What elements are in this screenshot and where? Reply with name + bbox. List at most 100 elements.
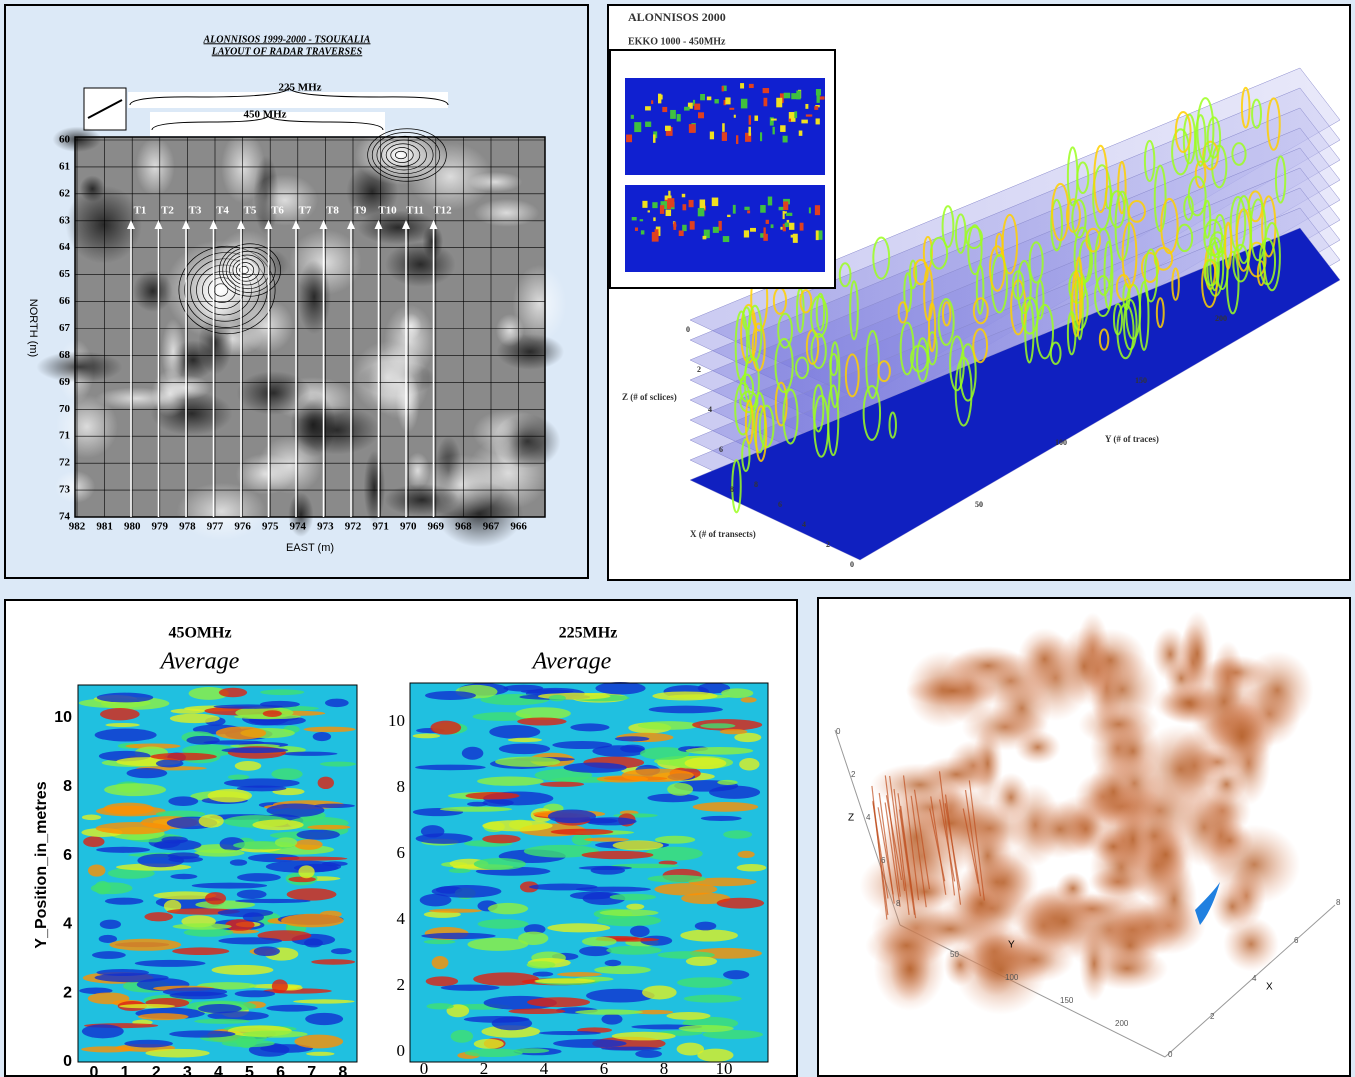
x-tick-label: 966	[510, 521, 527, 533]
volume-subtitle: EKKO 1000 - 450MHz	[628, 36, 726, 47]
heat-cell	[92, 951, 126, 959]
heat-cell	[237, 873, 281, 881]
heat-cell	[655, 836, 695, 844]
heat-cell	[304, 727, 356, 732]
z-axis-label: Z	[848, 813, 854, 824]
y-tick-label: 6	[63, 847, 72, 864]
x-tick-label: 3	[183, 1064, 192, 1077]
heat-cell	[305, 1013, 343, 1025]
x-tick-label: 4	[540, 1059, 549, 1077]
x-tick-label: 7	[307, 1064, 316, 1077]
x-tick-label: 2	[152, 1064, 161, 1077]
heat-cell	[237, 785, 287, 791]
heat-cell	[287, 888, 337, 900]
heat-cell	[529, 884, 598, 891]
render-blob	[865, 921, 947, 969]
y-tick-label: 2	[397, 975, 406, 994]
heat-cell	[83, 836, 104, 847]
heat-cell	[322, 861, 348, 866]
inset-speck	[653, 217, 655, 221]
traverse-label: T9	[354, 205, 367, 217]
render-blob	[964, 886, 999, 921]
heat-cell	[275, 857, 347, 861]
heat-cell	[91, 882, 133, 894]
y-tick-label: 64	[59, 241, 71, 253]
map-blob	[357, 210, 439, 244]
heat-cell	[601, 1014, 622, 1025]
y-axis-label: Y_Position_in_metres	[33, 781, 50, 948]
heat-cell	[156, 759, 184, 767]
inset-speck	[694, 104, 700, 110]
heat-cell	[298, 865, 314, 878]
inset-speck	[640, 219, 643, 221]
heat-cell	[734, 733, 761, 742]
heat-cell	[606, 946, 661, 955]
y-tick-label: 10	[388, 711, 405, 730]
heat-cell	[540, 782, 584, 787]
y-tick-label: 62	[59, 187, 71, 199]
heat-cell	[81, 1046, 134, 1052]
map-high	[355, 125, 445, 185]
heat-cell	[647, 794, 698, 803]
heat-cell	[582, 851, 654, 859]
inset-speck	[712, 198, 718, 207]
heat-cell	[88, 864, 105, 876]
y-tick-label: 8	[63, 778, 72, 795]
inset-speck	[771, 224, 774, 228]
heat-cell	[221, 747, 288, 753]
y-tick-label: 100	[1055, 438, 1067, 447]
inset-speck	[801, 120, 807, 124]
z-axis-label: Z (# of sclices)	[622, 392, 677, 402]
inset-speck	[760, 233, 764, 238]
inset-speck	[722, 123, 725, 132]
heat-cell	[307, 825, 350, 830]
heat-cell	[104, 783, 166, 796]
inset-speck	[631, 115, 634, 119]
heat-cell	[318, 777, 334, 789]
inset-speck	[682, 225, 686, 231]
heat-cell	[275, 837, 297, 847]
heat-cell	[652, 691, 717, 700]
heat-cell	[311, 959, 355, 965]
heat-cell	[492, 1016, 533, 1030]
tick-label: 6	[1294, 936, 1299, 945]
heat-cell	[192, 883, 267, 889]
x-tick-label: 4	[214, 1064, 223, 1077]
tick-label: 200	[1115, 1019, 1129, 1028]
map-blob	[36, 351, 122, 383]
inset-speck	[653, 134, 656, 142]
heat-cell	[199, 814, 224, 827]
inset-speck	[642, 201, 647, 208]
y-tick-label: 0	[63, 1053, 72, 1070]
heat-cell	[228, 775, 249, 780]
inset-speck	[814, 106, 818, 110]
inset-speck	[645, 122, 651, 127]
heat-cell	[105, 898, 144, 905]
inset-speck	[764, 98, 768, 106]
inset-speck	[648, 210, 650, 212]
heat-cell	[570, 723, 609, 731]
heat-cell	[144, 912, 173, 921]
x-tick-label: 971	[372, 521, 389, 533]
inset-speck	[766, 220, 769, 224]
x-axis-label: X	[1266, 982, 1273, 993]
heat-cell	[218, 937, 282, 944]
inset-speck	[740, 83, 744, 88]
tick-label: 2	[851, 770, 856, 779]
heat-cell	[552, 741, 612, 749]
inset-speck	[722, 132, 727, 141]
render-blob	[963, 821, 1011, 891]
x-tick-label: 978	[179, 521, 196, 533]
heat-cell	[482, 820, 552, 831]
y-tick-label: 0	[397, 1041, 406, 1060]
heat-cell	[260, 689, 304, 695]
figure: ALONNISOS 1999-2000 - TSOUKALIA LAYOUT O…	[0, 0, 1355, 1077]
heat-cell	[547, 923, 610, 932]
heat-cell	[605, 960, 622, 966]
heat-cell	[680, 929, 738, 941]
y-tick-label: 6	[397, 843, 406, 862]
y-tick-label: 4	[63, 916, 72, 933]
y-tick-label: 4	[397, 909, 406, 928]
inset-speck	[677, 114, 681, 121]
x-tick-label: 975	[262, 521, 279, 533]
